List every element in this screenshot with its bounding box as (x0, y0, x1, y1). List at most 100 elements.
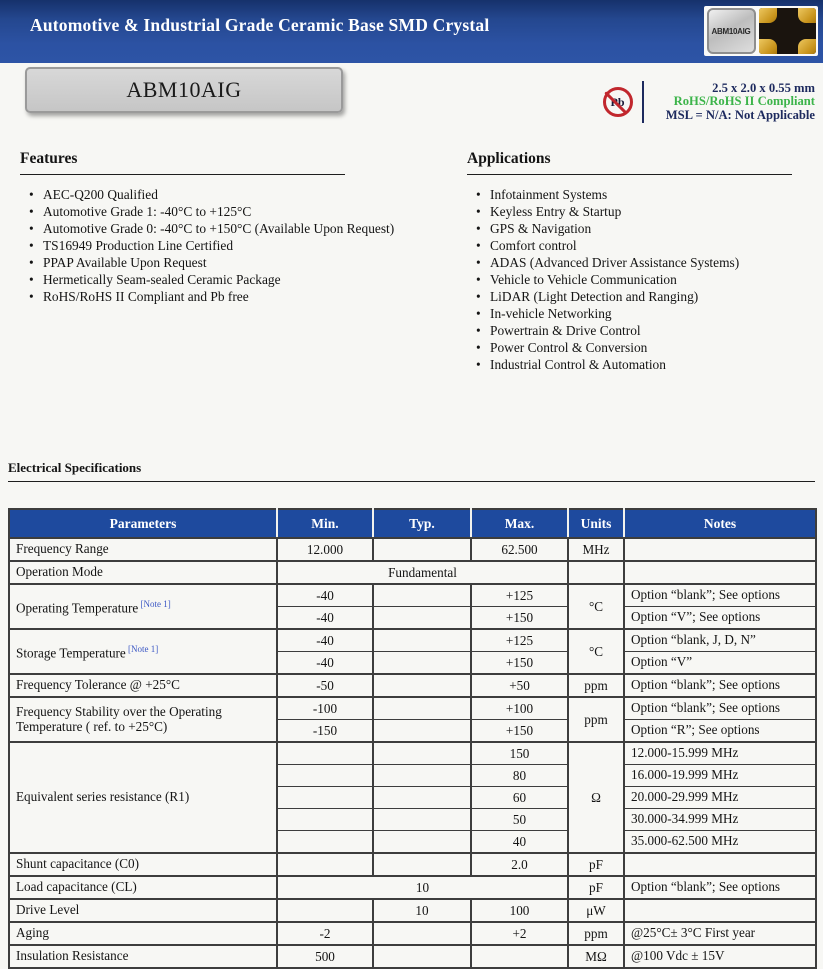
table-cell (623, 898, 816, 922)
table-cell: 30.000-34.999 MHz (623, 808, 816, 831)
table-cell: Equivalent series resistance (R1) (8, 741, 277, 853)
table-cell: 16.000-19.999 MHz (623, 764, 816, 787)
table-cell: Option “V”; See options (623, 606, 816, 629)
part-number-box: ABM10AIG (25, 67, 343, 113)
table-row: -150 +150 Option “R”; See options (9, 719, 816, 742)
table-cell: MΩ (567, 944, 624, 968)
table-cell: Insulation Resistance (8, 944, 277, 968)
note-reference: [Note 1] (138, 599, 171, 610)
table-cell: -2 (276, 921, 373, 945)
table-cell (372, 741, 471, 765)
table-cell: Option “blank”; See options (623, 583, 816, 607)
table-cell: @100 Vdc ± 15V (623, 944, 816, 968)
table-cell: Storage Temperature [Note 1] (8, 628, 277, 674)
table-cell: 150 (470, 741, 568, 765)
table-cell: +100 (470, 696, 568, 720)
table-cell (623, 852, 816, 876)
column-header: Units (567, 509, 624, 539)
electrical-specs-heading: Electrical Specifications (8, 460, 815, 482)
table-cell (372, 628, 471, 652)
table-row: -40 +150 Option “V” (9, 651, 816, 674)
table-cell: Frequency Stability over the Operating T… (8, 696, 277, 742)
table-cell: Shunt capacitance (C0) (8, 852, 277, 876)
table-cell: +150 (470, 651, 568, 674)
feature-item: AEC-Q200 Qualified (28, 186, 467, 203)
feature-item: TS16949 Production Line Certified (28, 237, 467, 254)
table-cell: @25°C± 3°C First year (623, 921, 816, 945)
table-cell (372, 673, 471, 697)
table-header: Parameters Min. Typ. Max. Units Notes (9, 509, 816, 539)
column-header: Typ. (372, 509, 471, 539)
table-row: Frequency Stability over the Operating T… (8, 696, 816, 742)
table-cell: Aging (8, 921, 277, 945)
crystal-top-view: ABM10AIG (706, 8, 756, 54)
column-header: Notes (623, 509, 816, 539)
part-summary-section: ABM10AIG Pb 2.5 x 2.0 x 0.55 mm RoHS/RoH… (0, 63, 823, 123)
table-cell (623, 560, 816, 584)
application-item: Industrial Control & Automation (475, 356, 815, 373)
table-cell: 100 (470, 898, 568, 922)
compliance-text: 2.5 x 2.0 x 0.55 mm RoHS/RoHS II Complia… (653, 81, 815, 123)
table-cell: -50 (276, 673, 373, 697)
applications-heading: Applications (467, 150, 792, 175)
table-cell: +150 (470, 606, 568, 629)
application-item: In-vehicle Networking (475, 305, 815, 322)
application-item: LiDAR (Light Detection and Ranging) (475, 288, 815, 305)
header-banner: Automotive & Industrial Grade Ceramic Ba… (0, 0, 823, 63)
table-cell: Frequency Tolerance @ +25°C (8, 673, 277, 697)
table-cell: +125 (470, 628, 568, 652)
table-cell (470, 944, 568, 968)
table-cell: ppm (567, 696, 624, 742)
table-cell (372, 696, 471, 720)
table-cell (372, 830, 471, 853)
table-cell (372, 808, 471, 831)
table-cell (372, 719, 471, 742)
table-cell (276, 898, 373, 922)
table-row: Shunt capacitance (C0) 2.0 pF (8, 852, 816, 876)
table-row: Frequency Range 12.000 62.500 MHz (8, 537, 816, 561)
table-cell: -150 (276, 719, 373, 742)
application-item: Infotainment Systems (475, 186, 815, 203)
table-cell: 12.000-15.999 MHz (623, 741, 816, 765)
electrical-specs-table: Parameters Min. Typ. Max. Units Notes Frequen… (8, 508, 817, 969)
table-cell: Drive Level (8, 898, 277, 922)
column-header: Parameters (9, 509, 277, 539)
table-cell: -40 (276, 651, 373, 674)
table-cell (372, 537, 471, 561)
table-row: Aging -2 +2 ppm @25°C± 3°C First year (8, 921, 816, 945)
table-cell: 500 (276, 944, 373, 968)
table-cell: 40 (470, 830, 568, 853)
table-cell: Frequency Range (8, 537, 277, 561)
feature-item: Hermetically Seam-sealed Ceramic Package (28, 271, 467, 288)
table-cell: ppm (567, 673, 624, 697)
application-item: GPS & Navigation (475, 220, 815, 237)
part-number: ABM10AIG (126, 77, 242, 102)
table-cell: +125 (470, 583, 568, 607)
table-cell (276, 808, 373, 831)
table-cell (372, 944, 471, 968)
crystal-package-image: ABM10AIG (704, 6, 818, 56)
table-cell: -40 (276, 606, 373, 629)
column-header: Min. (276, 509, 373, 539)
table-row: Load capacitance (CL) 10 pF Option “blank”;… (8, 875, 816, 899)
table-body: Frequency Range 12.000 62.500 MHz Operation … (8, 537, 816, 968)
table-cell: 10 (372, 898, 471, 922)
table-cell (276, 786, 373, 809)
table-cell: μW (567, 898, 624, 922)
table-cell: Option “blank, J, D, N” (623, 628, 816, 652)
table-row: Frequency Tolerance @ +25°C -50 +50 ppm Opti… (8, 673, 816, 697)
table-cell: 62.500 (470, 537, 568, 561)
table-cell (372, 786, 471, 809)
feature-item: PPAP Available Upon Request (28, 254, 467, 271)
table-cell (276, 764, 373, 787)
table-cell: Option “blank”; See options (623, 673, 816, 697)
table-cell (372, 764, 471, 787)
table-cell: -40 (276, 583, 373, 607)
solder-pad (797, 39, 816, 54)
table-cell: Load capacitance (CL) (8, 875, 277, 899)
table-cell (276, 741, 373, 765)
table-row: -40 +150 Option “V”; See options (9, 606, 816, 629)
table-cell: °C (567, 628, 624, 674)
table-row: Drive Level 10 100 μW (8, 898, 816, 922)
